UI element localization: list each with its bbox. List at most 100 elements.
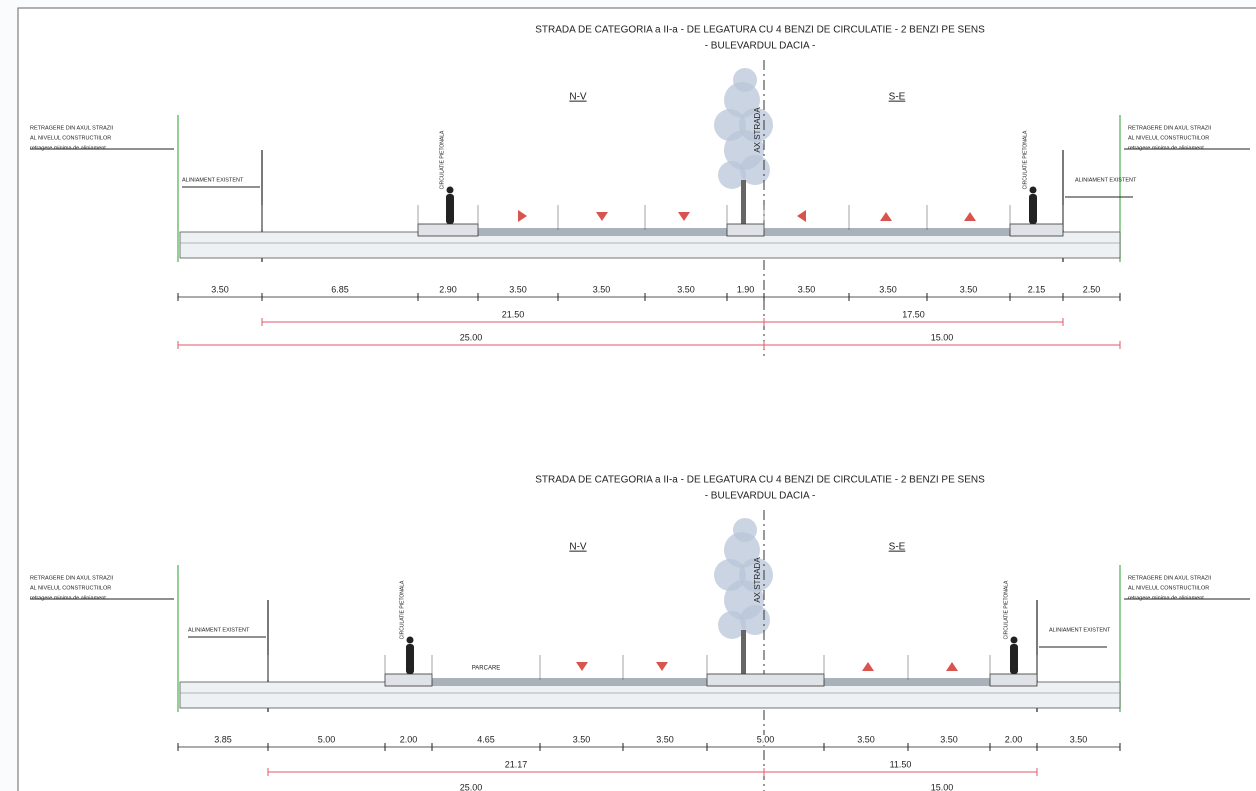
- tree-foliage: [733, 68, 757, 92]
- traffic-direction: [946, 662, 958, 671]
- setback-note: AL NIVELUL CONSTRUCTIILOR: [1128, 585, 1209, 591]
- direction-label: S-E: [889, 542, 906, 553]
- traffic-direction: [678, 212, 690, 221]
- setback-note: AL NIVELUL CONSTRUCTIILOR: [1128, 135, 1209, 141]
- dimension-label: 1.90: [737, 284, 755, 294]
- dimension-label-bg: [1000, 735, 1027, 745]
- dimension-label-bg: [588, 285, 615, 295]
- dimension-label-bg: [568, 735, 595, 745]
- traffic-direction: [880, 212, 892, 221]
- dimension-label-bg: [875, 285, 901, 295]
- pedestrian-body: [1010, 644, 1018, 674]
- traffic-direction: [797, 210, 806, 222]
- dimension-label: 3.50: [879, 284, 897, 294]
- traffic-direction: [576, 662, 588, 671]
- dimension-label: 2.90: [439, 284, 457, 294]
- parking-label: PARCARE: [472, 666, 501, 672]
- raised-strip: [706, 673, 825, 687]
- dimension-label-bg: [1078, 285, 1105, 295]
- alignment-label: ALINIAMENT EXISTENT: [188, 627, 250, 633]
- dimension-label: 3.50: [593, 284, 611, 294]
- dimension-label: 3.50: [656, 734, 674, 744]
- traffic-direction: [964, 212, 976, 221]
- red-dimension-label: 25.00: [460, 332, 483, 342]
- setback-note: RETRAGERE DIN AXUL STRAZII: [30, 125, 114, 131]
- dimension-label: 6.85: [331, 284, 349, 294]
- direction-label: N-V: [569, 542, 587, 553]
- traffic-direction: [596, 212, 608, 221]
- ground: [179, 231, 1121, 259]
- raised-strip: [417, 223, 479, 237]
- dimension-label-bg: [505, 285, 531, 295]
- direction-label: S-E: [889, 92, 906, 103]
- dimension-label-bg: [673, 285, 699, 295]
- dimension-label: 5.00: [757, 734, 775, 744]
- dimension-label-bg: [207, 285, 233, 295]
- dimension-label: 3.50: [857, 734, 875, 744]
- dimension-label-bg: [853, 735, 879, 745]
- pedestrian-head: [1010, 636, 1018, 644]
- cross-section: STRADA DE CATEGORIA a II-a - DE LEGATURA…: [30, 475, 1250, 791]
- pedestrian-head: [406, 636, 414, 644]
- traffic-direction: [518, 210, 527, 222]
- setback-note: RETRAGERE DIN AXUL STRAZII: [1128, 575, 1212, 581]
- setback-note: retragere minima de aliniament: [30, 595, 106, 601]
- section-title: STRADA DE CATEGORIA a II-a - DE LEGATURA…: [535, 25, 985, 36]
- dimension-label: 2.50: [1083, 284, 1101, 294]
- dimension-label-bg: [793, 285, 820, 295]
- dimension-label-bg: [327, 285, 353, 295]
- pedestrian-head: [1029, 186, 1037, 194]
- pedestrian-head: [446, 186, 454, 194]
- pedestrian-body: [1029, 194, 1037, 224]
- red-dimension-label: 25.00: [460, 782, 483, 791]
- alignment-label: ALINIAMENT EXISTENT: [182, 177, 244, 183]
- tree-foliage: [740, 155, 770, 185]
- red-dimension-label: 15.00: [931, 332, 954, 342]
- dimension-label-bg: [313, 735, 340, 745]
- sidewalk-label: CIRCULATIE PIETONALA: [399, 580, 405, 639]
- axis-label: AX STRADA: [753, 557, 762, 603]
- dimension-label: 3.50: [940, 734, 958, 744]
- traffic-direction: [862, 662, 874, 671]
- drawing-frame: [17, 7, 1256, 791]
- dimension-label-bg: [732, 285, 759, 295]
- alignment-label: ALINIAMENT EXISTENT: [1049, 627, 1111, 633]
- dimension-label: 3.50: [677, 284, 695, 294]
- tree-foliage: [733, 518, 757, 542]
- setback-note: retragere minima de aliniament: [30, 145, 106, 151]
- dimension-label: 3.50: [509, 284, 527, 294]
- dimension-label-bg: [210, 735, 236, 745]
- dimension-label: 3.50: [573, 734, 591, 744]
- dimension-label-bg: [395, 735, 422, 745]
- setback-note: AL NIVELUL CONSTRUCTIILOR: [30, 585, 111, 591]
- section-subtitle: - BULEVARDUL DACIA -: [705, 491, 816, 502]
- dimension-label: 2.00: [1005, 734, 1023, 744]
- section-subtitle: - BULEVARDUL DACIA -: [705, 41, 816, 52]
- red-dimension-label: 21.50: [502, 309, 525, 319]
- dimension-label: 4.65: [477, 734, 495, 744]
- dimension-label-bg: [473, 735, 499, 745]
- alignment-label: ALINIAMENT EXISTENT: [1075, 177, 1137, 183]
- setback-note: AL NIVELUL CONSTRUCTIILOR: [30, 135, 111, 141]
- setback-note: retragere minima de aliniament: [1128, 595, 1204, 601]
- setback-note: retragere minima de aliniament: [1128, 145, 1204, 151]
- axis-label: AX STRADA: [753, 107, 762, 153]
- red-dimension-label: 11.50: [890, 759, 912, 769]
- section-title: STRADA DE CATEGORIA a II-a - DE LEGATURA…: [535, 475, 985, 486]
- dimension-label: 2.00: [400, 734, 418, 744]
- tree-foliage: [718, 161, 746, 189]
- raised-strip: [726, 223, 765, 237]
- dimension-label-bg: [936, 735, 962, 745]
- sidewalk-label: CIRCULATIE PIETONALA: [1022, 130, 1028, 189]
- pedestrian-body: [446, 194, 454, 224]
- red-dimension-label: 15.00: [931, 782, 954, 791]
- dimension-label: 3.50: [798, 284, 816, 294]
- dimension-label: 2.15: [1028, 284, 1046, 294]
- tree-trunk: [741, 630, 746, 675]
- tree-foliage: [740, 605, 770, 635]
- tree-trunk: [741, 180, 746, 225]
- pedestrian-body: [406, 644, 414, 674]
- ground: [179, 681, 1121, 709]
- dimension-label: 3.85: [214, 734, 232, 744]
